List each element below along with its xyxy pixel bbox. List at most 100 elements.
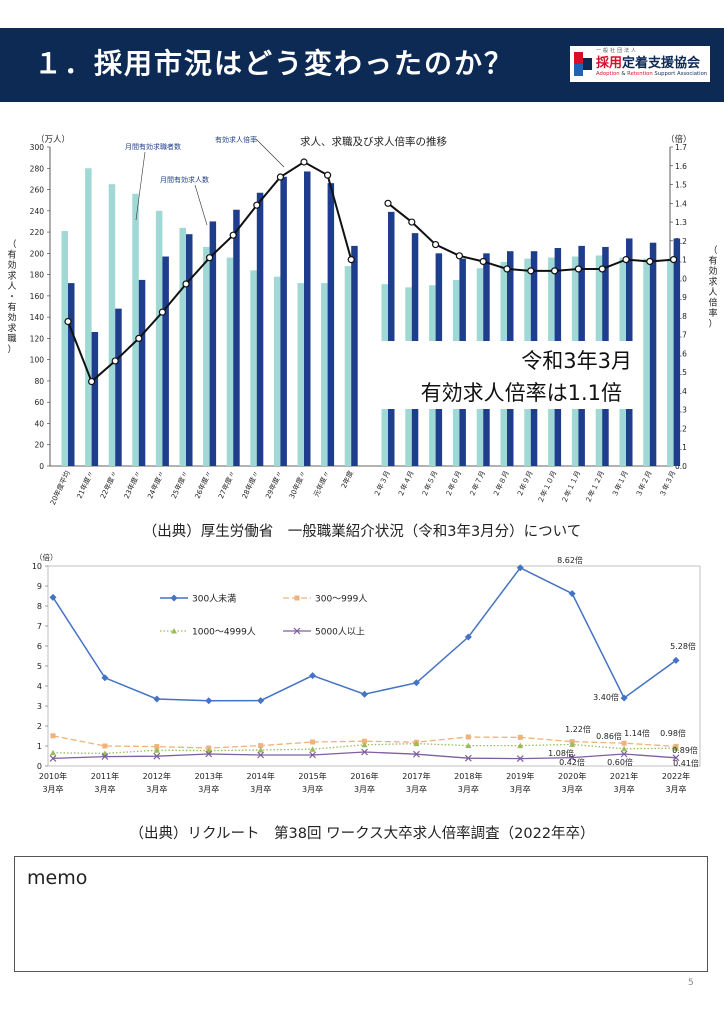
bar-job-openings <box>68 283 75 466</box>
ratio-point <box>276 173 284 181</box>
series-point <box>49 593 57 601</box>
bar-job-seekers <box>179 227 186 466</box>
data-label: 3.40倍 <box>593 692 619 702</box>
x-tick-label: ３年２月 <box>634 469 654 498</box>
x-tick-label: ２年６月 <box>443 469 463 498</box>
x-tick-label-grad: 3月卒 <box>250 784 271 794</box>
series-point <box>621 745 628 752</box>
series-point <box>361 748 368 756</box>
data-label: 1.08倍 <box>548 748 574 758</box>
logo-sub-amp: & <box>619 71 628 77</box>
x-tick-label-grad: 3月卒 <box>354 784 375 794</box>
series-point <box>568 754 576 762</box>
logo-sub-adoption: Adoption <box>596 71 620 77</box>
legend-marker <box>294 595 300 601</box>
bar-job-openings <box>280 176 287 467</box>
right-axis-unit: （倍） <box>666 134 692 145</box>
y-unit-label: （倍） <box>35 552 58 562</box>
y-tick-label: 2 <box>37 722 42 731</box>
bar-job-seekers <box>297 283 304 466</box>
x-tick-label: 30年度〃 <box>287 469 308 500</box>
logo-sub-retention: Retention <box>627 71 653 77</box>
x-tick-label: 26年度〃 <box>193 469 214 500</box>
data-label: 0.60倍 <box>607 757 633 767</box>
y-tick-label: 200 <box>30 249 45 258</box>
ratio-point <box>206 254 214 262</box>
legend-ratio: 有効求人倍率 <box>215 135 257 144</box>
x-tick-label-year: 2017年 <box>402 771 430 781</box>
left-axis-label: （有効求人・有効求職） <box>7 239 16 355</box>
x-tick-label: 25年度〃 <box>169 469 190 500</box>
y-tick-label: 40 <box>34 419 44 428</box>
x-tick-label-year: 2020年 <box>558 771 586 781</box>
y-tick-label: 6 <box>37 642 42 651</box>
y-tick-label: 100 <box>30 356 45 365</box>
x-tick-label: ２年３月 <box>372 469 392 498</box>
x-tick-label-year: 2010年 <box>39 771 67 781</box>
ratio-point <box>64 317 72 326</box>
series-point <box>517 742 524 749</box>
series-point <box>568 590 576 598</box>
bar-job-openings <box>115 308 122 466</box>
y-tick-label: 7 <box>37 622 42 631</box>
series-point <box>620 694 628 702</box>
x-tick-label-grad: 3月卒 <box>458 784 479 794</box>
chart-title: 求人、求職及び求人倍率の推移 <box>300 135 447 148</box>
series-point <box>153 695 161 703</box>
x-tick-label-year: 2021年 <box>610 771 638 781</box>
y2-tick-label: 1.7 <box>675 143 687 152</box>
legend-marker <box>170 594 178 602</box>
series-point <box>309 746 316 752</box>
memo-label: memo <box>27 867 88 889</box>
series-point <box>102 743 108 749</box>
jobs-ratio-chart: 求人、求職及び求人倍率の推移 （万人） （倍） （有効求人・有効求職） （有効求人倍率）… <box>7 134 717 506</box>
annotation-line2: 有効求人倍率は1.1倍 <box>421 381 622 405</box>
y-tick-label: 8 <box>37 602 42 611</box>
series-point <box>154 744 160 750</box>
bar-job-openings <box>162 256 169 466</box>
memo-box[interactable]: memo <box>14 856 708 972</box>
y-tick-label: 240 <box>30 207 45 216</box>
y-tick-label: 0 <box>37 762 42 771</box>
x-tick-label: 23年度〃 <box>122 469 143 500</box>
x-tick-label: 29年度〃 <box>263 469 284 500</box>
y2-tick-label: 1.2 <box>675 237 687 246</box>
logo-name-red: 採用 <box>596 56 623 71</box>
logo-prefix: 一般社団法人 <box>596 48 639 54</box>
ratio-point <box>550 267 559 275</box>
y-tick-label: 260 <box>30 186 45 195</box>
bar-job-openings <box>209 221 217 466</box>
ratio-point <box>598 265 606 273</box>
legend-job-seekers: 月間有効求職者数 <box>125 142 181 151</box>
y-tick-label: 120 <box>30 334 45 343</box>
y2-tick-label: 0.9 <box>675 293 687 302</box>
bar-job-seekers <box>250 270 257 466</box>
x-tick-label: 2年度 <box>339 469 355 490</box>
ratio-point <box>158 308 166 316</box>
logo-name-rest: 定着支援協会 <box>622 56 701 71</box>
ratio-point <box>622 255 630 264</box>
bar-job-seekers <box>61 231 68 466</box>
y-tick-label: 160 <box>30 292 45 301</box>
y2-tick-label: 0.0 <box>675 462 687 471</box>
series-point <box>620 750 628 758</box>
ratio-point <box>503 265 511 273</box>
x-tick-label-year: 2022年 <box>662 771 690 781</box>
y2-tick-label: 0.4 <box>675 387 687 396</box>
y2-tick-label: 1.1 <box>675 256 687 265</box>
series-point <box>257 747 264 753</box>
y-tick-label: 10 <box>32 562 42 571</box>
series-point <box>309 672 317 680</box>
y2-tick-label: 0.8 <box>675 312 687 321</box>
y-tick-label: 20 <box>34 441 44 450</box>
y-tick-label: 180 <box>30 271 45 280</box>
data-label: 0.89倍 <box>672 745 698 755</box>
bar-job-seekers <box>108 184 116 466</box>
x-tick-label: ２年５月 <box>419 469 439 498</box>
series-point <box>412 679 420 687</box>
ratio-point <box>87 377 96 386</box>
data-label: 0.86倍 <box>596 731 622 741</box>
x-tick-label: 24年度〃 <box>145 469 166 500</box>
ratio-point <box>111 357 119 365</box>
x-tick-label-grad: 3月卒 <box>42 784 63 794</box>
